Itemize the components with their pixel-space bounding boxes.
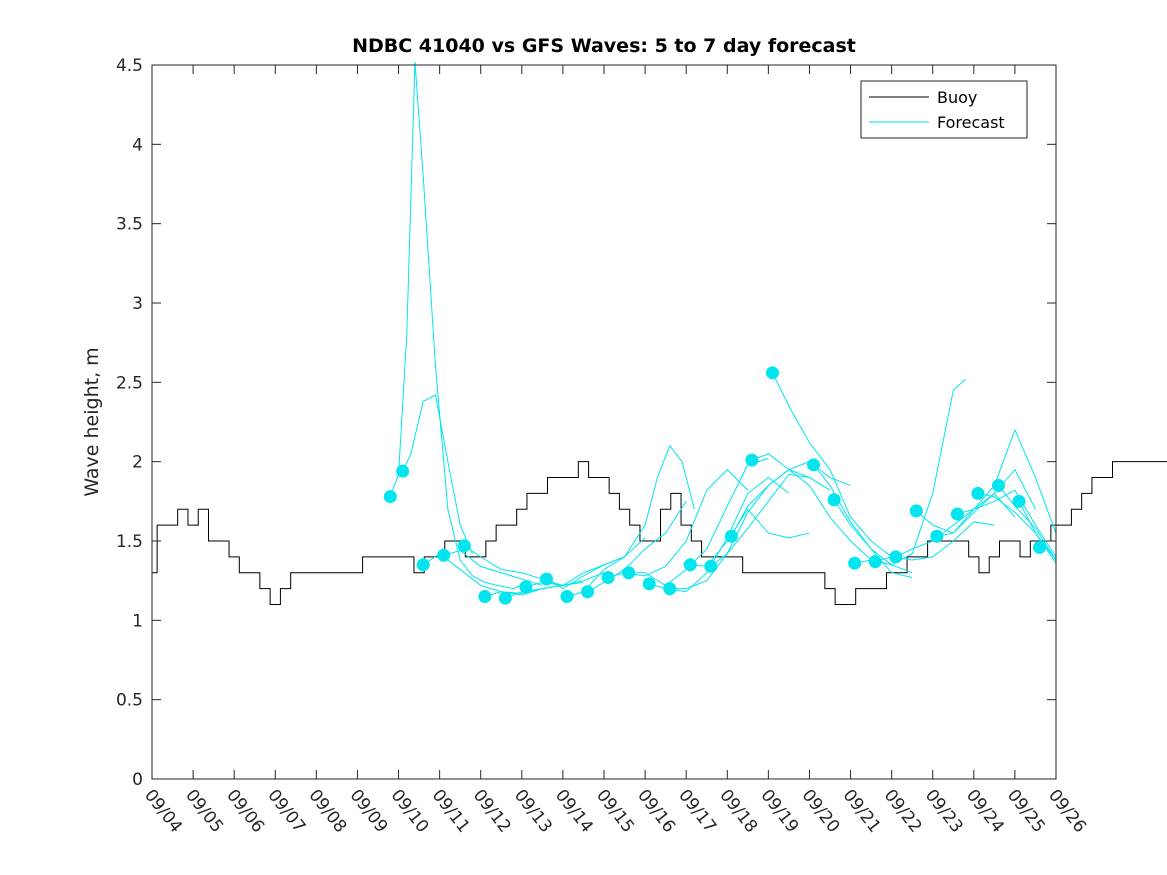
y-tick-label-9: 4.5 xyxy=(116,56,143,76)
forecast-marker-30 xyxy=(1012,494,1026,508)
forecast-marker-27 xyxy=(950,507,964,521)
forecast-marker-18 xyxy=(745,453,759,467)
forecast-line-30 xyxy=(1018,501,1057,564)
legend-forecast-label: Forecast xyxy=(937,113,1005,132)
forecast-marker-22 xyxy=(848,556,862,570)
forecast-marker-31 xyxy=(1033,540,1047,554)
forecast-line-6 xyxy=(505,572,605,599)
y-tick-label-2: 1 xyxy=(132,611,143,631)
forecast-line-18 xyxy=(751,453,872,561)
forecast-marker-1 xyxy=(396,464,410,478)
forecast-line-16 xyxy=(710,473,831,567)
forecast-marker-20 xyxy=(807,458,821,472)
forecast-line-20 xyxy=(813,464,913,578)
forecast-marker-21 xyxy=(827,493,841,507)
forecast-line-8 xyxy=(546,537,646,590)
forecast-marker-13 xyxy=(642,577,656,591)
chart-title: NDBC 41040 vs GFS Waves: 5 to 7 day fore… xyxy=(352,35,856,57)
forecast-line-12 xyxy=(628,458,769,587)
forecast-marker-26 xyxy=(930,529,944,543)
forecast-marker-28 xyxy=(971,486,985,500)
forecast-marker-14 xyxy=(663,582,677,596)
y-tick-label-6: 3 xyxy=(132,294,143,314)
forecast-marker-10 xyxy=(581,585,595,599)
y-tick-labels: 0 0.5 1 1.5 2 2.5 3 3.5 4 4.5 xyxy=(116,56,143,790)
forecast-line-21 xyxy=(833,499,913,574)
y-tick-label-1: 0.5 xyxy=(116,691,143,711)
forecast-line-3 xyxy=(443,549,543,586)
marker-layer xyxy=(383,366,1047,605)
y-tick-label-7: 3.5 xyxy=(116,215,143,235)
buoy-series-line xyxy=(152,461,1167,605)
y-tick-label-3: 1.5 xyxy=(116,532,143,552)
forecast-marker-7 xyxy=(519,580,533,594)
forecast-marker-17 xyxy=(724,529,738,543)
forecast-marker-12 xyxy=(622,566,636,580)
forecast-marker-11 xyxy=(601,570,615,584)
y-tick-label-4: 2 xyxy=(132,453,143,473)
y-axis-label: Wave height, m xyxy=(81,347,103,496)
forecast-marker-2 xyxy=(416,558,430,572)
series-layer xyxy=(152,61,1167,605)
legend-box xyxy=(860,80,1028,139)
forecast-marker-3 xyxy=(437,548,451,562)
forecast-marker-29 xyxy=(991,478,1005,492)
y-tick-label-0: 0 xyxy=(132,770,143,790)
tick-layer xyxy=(151,64,1057,780)
forecast-marker-6 xyxy=(498,591,512,605)
forecast-line-25 xyxy=(915,468,1036,534)
legend-buoy-label: Buoy xyxy=(937,88,977,107)
y-tick-label-8: 4 xyxy=(132,135,143,155)
forecast-line-9 xyxy=(566,444,695,598)
legend: Buoy Forecast xyxy=(860,80,1028,139)
y-tick-label-5: 2.5 xyxy=(116,373,143,393)
forecast-marker-15 xyxy=(683,558,697,572)
forecast-marker-19 xyxy=(765,366,779,380)
forecast-line-1 xyxy=(402,394,473,554)
plot-area xyxy=(152,65,1056,779)
forecast-marker-9 xyxy=(560,590,574,604)
forecast-marker-4 xyxy=(457,539,471,553)
forecast-line-29 xyxy=(998,485,1057,561)
forecast-marker-24 xyxy=(889,550,903,564)
forecast-marker-8 xyxy=(539,572,553,586)
forecast-marker-25 xyxy=(909,504,923,518)
forecast-line-10 xyxy=(587,501,687,593)
forecast-line-27 xyxy=(957,489,1057,558)
forecast-marker-16 xyxy=(704,559,718,573)
forecast-marker-0 xyxy=(383,490,397,504)
forecast-line-0 xyxy=(389,61,531,590)
forecast-marker-5 xyxy=(478,590,492,604)
forecast-line-19 xyxy=(772,372,892,558)
forecast-marker-23 xyxy=(868,555,882,569)
